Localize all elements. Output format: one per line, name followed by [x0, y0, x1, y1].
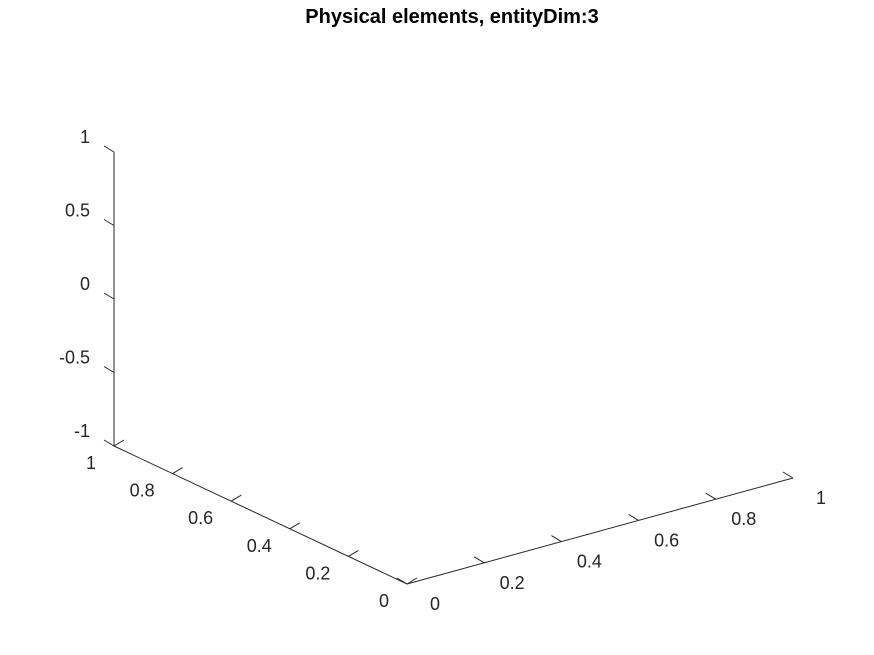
z-tick-label: 0 [80, 274, 90, 294]
z-tick-label: -0.5 [59, 348, 90, 368]
z-tick-label: 0.5 [65, 201, 90, 221]
x-axis-line [406, 477, 794, 585]
x-tick-label: 0.2 [500, 573, 525, 593]
y-tick-mark [348, 549, 359, 557]
x-tick-mark [396, 577, 408, 585]
x-tick-label: 0 [430, 594, 440, 614]
y-tick-mark [406, 577, 418, 585]
y-tick-mark [230, 494, 242, 502]
x-tick-label: 0.6 [654, 530, 679, 550]
x-tick-label: 0.4 [577, 552, 602, 572]
y-tick-label: 0.6 [188, 508, 213, 528]
y-axis-line [113, 445, 408, 585]
x-tick-mark [782, 471, 794, 479]
z-tick-mark [103, 292, 115, 300]
axes-group: 0 0.2 0.4 0.6 0.8 1 0 0.2 0.4 0.6 0.8 1 -1 -0.5 0 0.5 1 [59, 127, 826, 614]
x-tick-mark [551, 535, 562, 543]
x-tick-label: 0.8 [731, 509, 756, 529]
z-tick-mark [103, 439, 115, 447]
y-tick-label: 0 [379, 591, 389, 611]
z-tick-mark [103, 219, 115, 226]
z-tick-label: -1 [74, 421, 90, 441]
x-tick-label: 1 [816, 488, 826, 508]
y-tick-label: 0.8 [130, 481, 155, 501]
z-tick-mark [103, 366, 115, 373]
y-tick-mark [172, 467, 183, 475]
y-tick-mark [289, 522, 301, 530]
x-tick-mark [628, 513, 639, 521]
z-tick-mark [103, 145, 115, 153]
x-tick-mark [473, 556, 485, 564]
x-tick-mark [705, 492, 717, 500]
y-tick-mark [113, 439, 125, 447]
y-tick-label: 0.4 [247, 536, 272, 556]
y-tick-label: 1 [86, 453, 96, 473]
chart-title: Physical elements, entityDim:3 [305, 6, 598, 28]
y-tick-label: 0.2 [305, 563, 330, 583]
z-tick-label: 1 [80, 127, 90, 147]
